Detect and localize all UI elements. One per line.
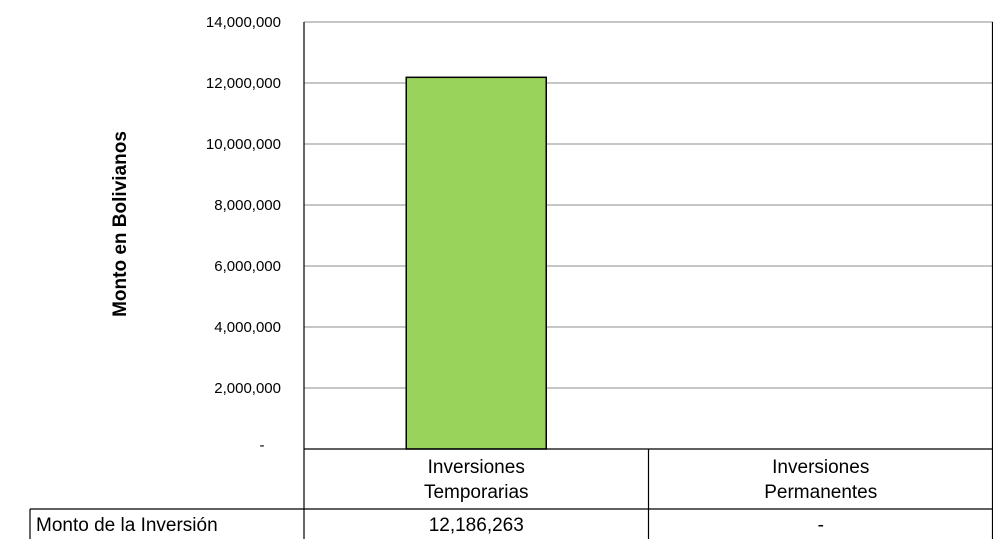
y-tick-labels: - 2,000,000 4,000,000 6,000,000 8,000,000 10,… [206, 14, 281, 454]
category-label: Inversiones Temporarias [424, 457, 529, 503]
y-tick-label: 10,000,000 [206, 136, 281, 153]
y-tick-label: - [260, 437, 265, 454]
y-tick-label: 12,000,000 [206, 75, 281, 92]
table-row-label: Monto de la Inversión [36, 515, 218, 536]
y-tick-label: 14,000,000 [206, 14, 281, 31]
y-tick-label: 6,000,000 [214, 258, 281, 275]
table-value-cell: - [818, 515, 824, 536]
table-value-cell: 12,186,263 [429, 515, 524, 536]
y-tick-label: 8,000,000 [214, 197, 281, 214]
bars [405, 76, 547, 450]
category-label: Inversiones Permanentes [764, 457, 877, 503]
y-axis-label: Monto en Bolivianos [110, 131, 131, 317]
y-tick-label: 2,000,000 [214, 380, 281, 397]
y-tick-label: 4,000,000 [214, 319, 281, 336]
bar [405, 76, 547, 450]
